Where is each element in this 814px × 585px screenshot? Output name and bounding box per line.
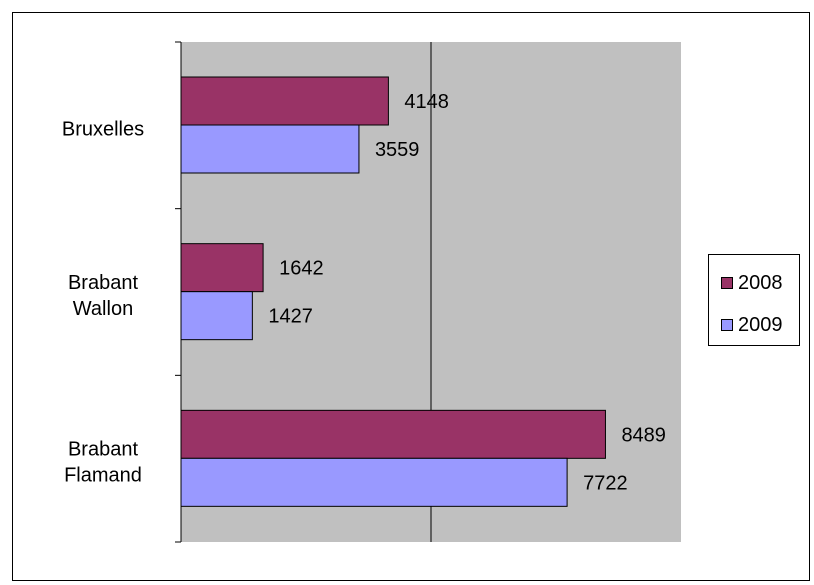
category-label-2: Brabant Flamand <box>64 439 142 487</box>
bar-2008-1 <box>180 243 264 293</box>
legend-label-2009: 2009 <box>738 313 783 336</box>
legend-item-2008: 2008 <box>721 271 783 295</box>
value-label-2008-2: 8489 <box>621 424 666 446</box>
category-label-0: Bruxelles <box>62 118 144 140</box>
value-label-2009-0: 3559 <box>375 139 420 161</box>
bar-2009-1 <box>180 291 253 341</box>
legend: 2008 2009 <box>708 254 800 346</box>
category-axis <box>175 41 182 543</box>
legend-swatch-2009 <box>721 319 733 331</box>
value-label-2009-2: 7722 <box>583 472 628 494</box>
value-label-2008-0: 4148 <box>404 91 449 113</box>
category-labels: Bruxelles Brabant Wallon Brabant Flamand <box>62 118 144 486</box>
bar-2009-2 <box>180 457 568 507</box>
bar-2008-0 <box>180 76 389 126</box>
legend-item-2009: 2009 <box>721 313 783 337</box>
legend-label-2008: 2008 <box>738 271 783 294</box>
value-labels: 4148 3559 1642 1427 8489 7722 <box>268 91 666 494</box>
category-label-1: Brabant Wallon <box>68 272 138 320</box>
value-label-2008-1: 1642 <box>279 258 324 280</box>
bar-2009-0 <box>180 124 360 174</box>
value-label-2009-1: 1427 <box>268 306 313 328</box>
legend-swatch-2008 <box>721 277 733 289</box>
bar-2008-2 <box>180 409 606 459</box>
bars <box>180 76 606 507</box>
